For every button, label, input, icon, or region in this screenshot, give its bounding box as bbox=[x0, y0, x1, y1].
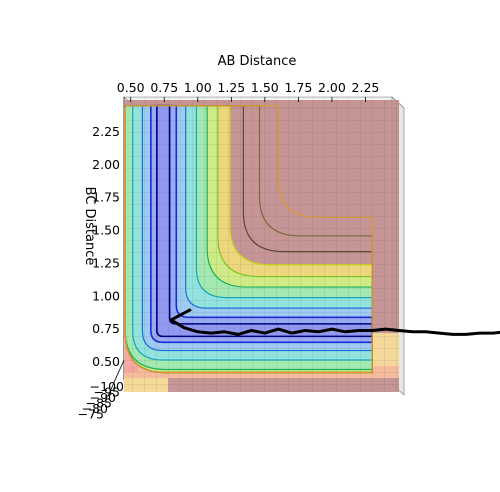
z-tick-labels: −100−95−90−85−80−75 bbox=[78, 359, 125, 422]
x-tick-label: 0.75 bbox=[150, 80, 178, 95]
z-tick-label: −100 bbox=[90, 379, 124, 394]
x-tick-label: 1.25 bbox=[217, 80, 245, 95]
x-tick-label: 1.00 bbox=[184, 80, 212, 95]
x-tick-label: 2.25 bbox=[352, 80, 380, 95]
y-tick-label: 1.25 bbox=[92, 255, 120, 270]
y-tick-label: 2.25 bbox=[92, 124, 120, 139]
z-tick-label: −85 bbox=[86, 396, 112, 411]
y-tick-label: 2.00 bbox=[92, 157, 120, 172]
z-axis-line bbox=[107, 359, 125, 397]
contour-lines bbox=[124, 100, 399, 392]
y-tick-label: 1.50 bbox=[92, 223, 120, 238]
x-tick-label: 1.50 bbox=[251, 80, 279, 95]
contour-line bbox=[124, 105, 373, 374]
z-tick-label: −75 bbox=[78, 407, 104, 422]
y-tick-label: 0.75 bbox=[92, 321, 120, 336]
y-tick-label: 1.75 bbox=[92, 190, 120, 205]
surface-grid bbox=[124, 100, 399, 392]
x-tick-label: 0.50 bbox=[117, 80, 145, 95]
x-tick-label: 1.75 bbox=[284, 80, 312, 95]
y-axis-title: BC Distance bbox=[82, 187, 97, 266]
x-tick-label: 2.00 bbox=[318, 80, 346, 95]
trajectory-path bbox=[169, 308, 500, 336]
z-tick-label: −95 bbox=[94, 385, 120, 400]
y-tick-labels: 0.50 0.75 1.00 1.25 1.50 1.75 2.00 2.25 bbox=[92, 124, 120, 369]
y-tick-label: 0.50 bbox=[92, 354, 120, 369]
x-tick-labels: 0.50 0.75 1.00 1.25 1.50 1.75 2.00 2.25 bbox=[117, 80, 380, 102]
y-tick-label: 1.00 bbox=[92, 288, 120, 303]
z-tick-label: −80 bbox=[82, 401, 108, 416]
x-axis-title: AB Distance bbox=[218, 54, 297, 69]
trajectory-layer bbox=[169, 308, 500, 336]
